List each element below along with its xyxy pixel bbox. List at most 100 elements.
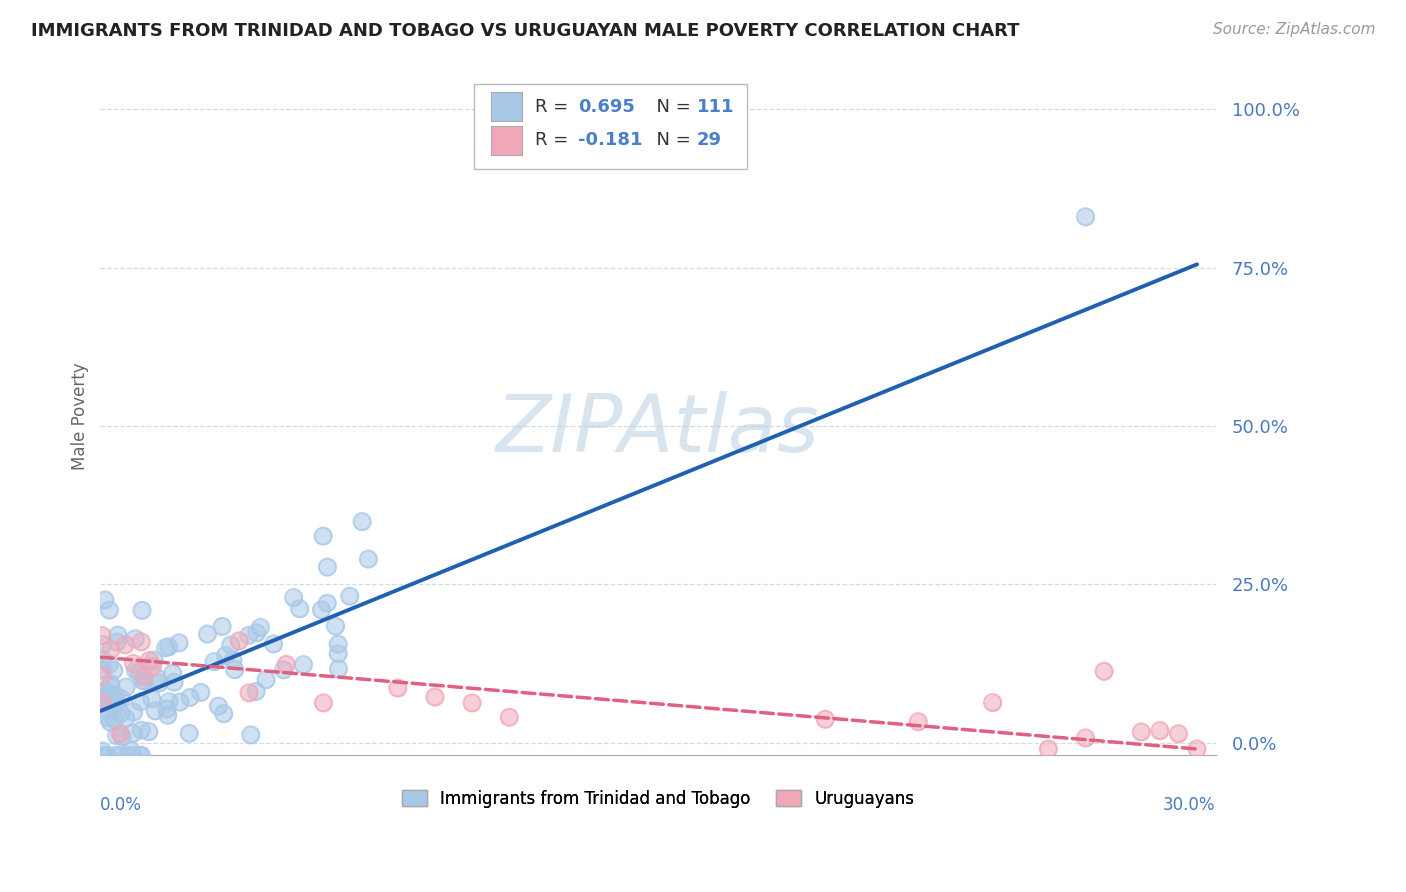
Point (222, 653, 245, 667)
Point (328, 637, 350, 651)
Point (352, 515, 374, 529)
Point (254, 673, 277, 687)
Point (224, 663, 246, 677)
Point (328, 637, 350, 651)
Point (96, 748, 118, 763)
Point (423, 690, 446, 704)
Point (91, 629, 114, 643)
Point (91, 652, 114, 666)
Point (98, 696, 121, 710)
Point (316, 596, 339, 610)
Point (179, 726, 201, 740)
Point (163, 675, 186, 690)
Point (114, 638, 136, 652)
Point (814, 712, 837, 726)
Text: N =: N = (644, 97, 696, 116)
Point (129, 748, 152, 763)
Point (93, 691, 115, 706)
Point (167, 636, 190, 650)
Point (1092, 665, 1115, 679)
Point (110, 691, 132, 706)
Point (1038, 742, 1060, 756)
Point (93, 748, 115, 763)
Point (357, 552, 380, 566)
Point (461, 696, 484, 710)
Point (276, 657, 298, 672)
Point (134, 673, 156, 688)
Point (1074, 731, 1097, 745)
Point (328, 662, 350, 676)
Point (114, 711, 136, 725)
FancyBboxPatch shape (491, 93, 522, 120)
Point (1185, 742, 1208, 756)
Point (162, 666, 184, 681)
Point (132, 670, 155, 684)
Point (316, 596, 339, 610)
Point (273, 663, 295, 677)
Point (141, 660, 163, 674)
Point (91, 685, 114, 699)
Point (105, 729, 128, 743)
Point (814, 712, 837, 726)
Point (96, 703, 118, 717)
Point (98, 715, 121, 730)
Point (273, 663, 295, 677)
Point (98, 657, 121, 672)
Point (219, 638, 242, 652)
Point (131, 723, 153, 738)
Point (100, 677, 122, 691)
Text: -0.181: -0.181 (578, 131, 643, 150)
Point (156, 708, 179, 723)
Point (122, 657, 145, 671)
Point (1167, 727, 1189, 741)
Point (143, 653, 166, 667)
Point (114, 638, 136, 652)
Point (110, 691, 132, 706)
Point (121, 726, 143, 740)
Point (121, 726, 143, 740)
Point (169, 695, 191, 709)
Point (110, 727, 132, 741)
Point (222, 653, 245, 667)
Text: 111: 111 (697, 97, 734, 116)
Point (316, 560, 339, 574)
Point (238, 686, 260, 700)
Point (129, 748, 152, 763)
Point (103, 664, 125, 678)
FancyBboxPatch shape (491, 127, 522, 154)
Point (104, 688, 127, 702)
Point (498, 710, 520, 724)
Point (94, 593, 117, 607)
Point (190, 685, 212, 699)
Point (131, 673, 153, 688)
Point (91, 744, 114, 758)
Point (981, 696, 1004, 710)
Point (1074, 210, 1097, 224)
Point (91, 685, 114, 699)
Point (103, 713, 125, 727)
Point (246, 625, 269, 640)
Point (288, 601, 311, 615)
Point (238, 628, 260, 642)
Point (105, 635, 128, 649)
Point (239, 728, 262, 742)
Point (91, 663, 114, 677)
Point (157, 695, 180, 709)
Point (212, 706, 235, 721)
Point (98, 603, 121, 617)
Point (156, 702, 179, 716)
Point (122, 748, 145, 763)
Point (108, 748, 131, 763)
Point (129, 695, 152, 709)
Point (100, 642, 122, 657)
Point (97, 711, 120, 725)
Point (110, 706, 132, 720)
Point (104, 698, 127, 712)
Point (104, 748, 127, 763)
Point (1074, 210, 1097, 224)
Point (339, 589, 361, 603)
Point (423, 690, 446, 704)
Point (141, 691, 163, 706)
Point (120, 743, 142, 757)
Point (283, 591, 305, 605)
